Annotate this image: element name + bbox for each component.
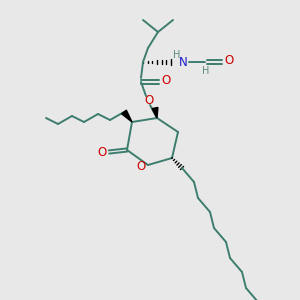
Polygon shape [122,110,132,122]
Text: H: H [173,50,181,60]
Text: O: O [224,55,234,68]
Text: O: O [136,160,146,173]
Text: O: O [98,146,106,158]
Text: N: N [178,56,188,68]
Text: H: H [202,66,210,76]
Polygon shape [152,107,158,118]
Text: O: O [161,74,171,88]
Text: O: O [144,94,154,106]
